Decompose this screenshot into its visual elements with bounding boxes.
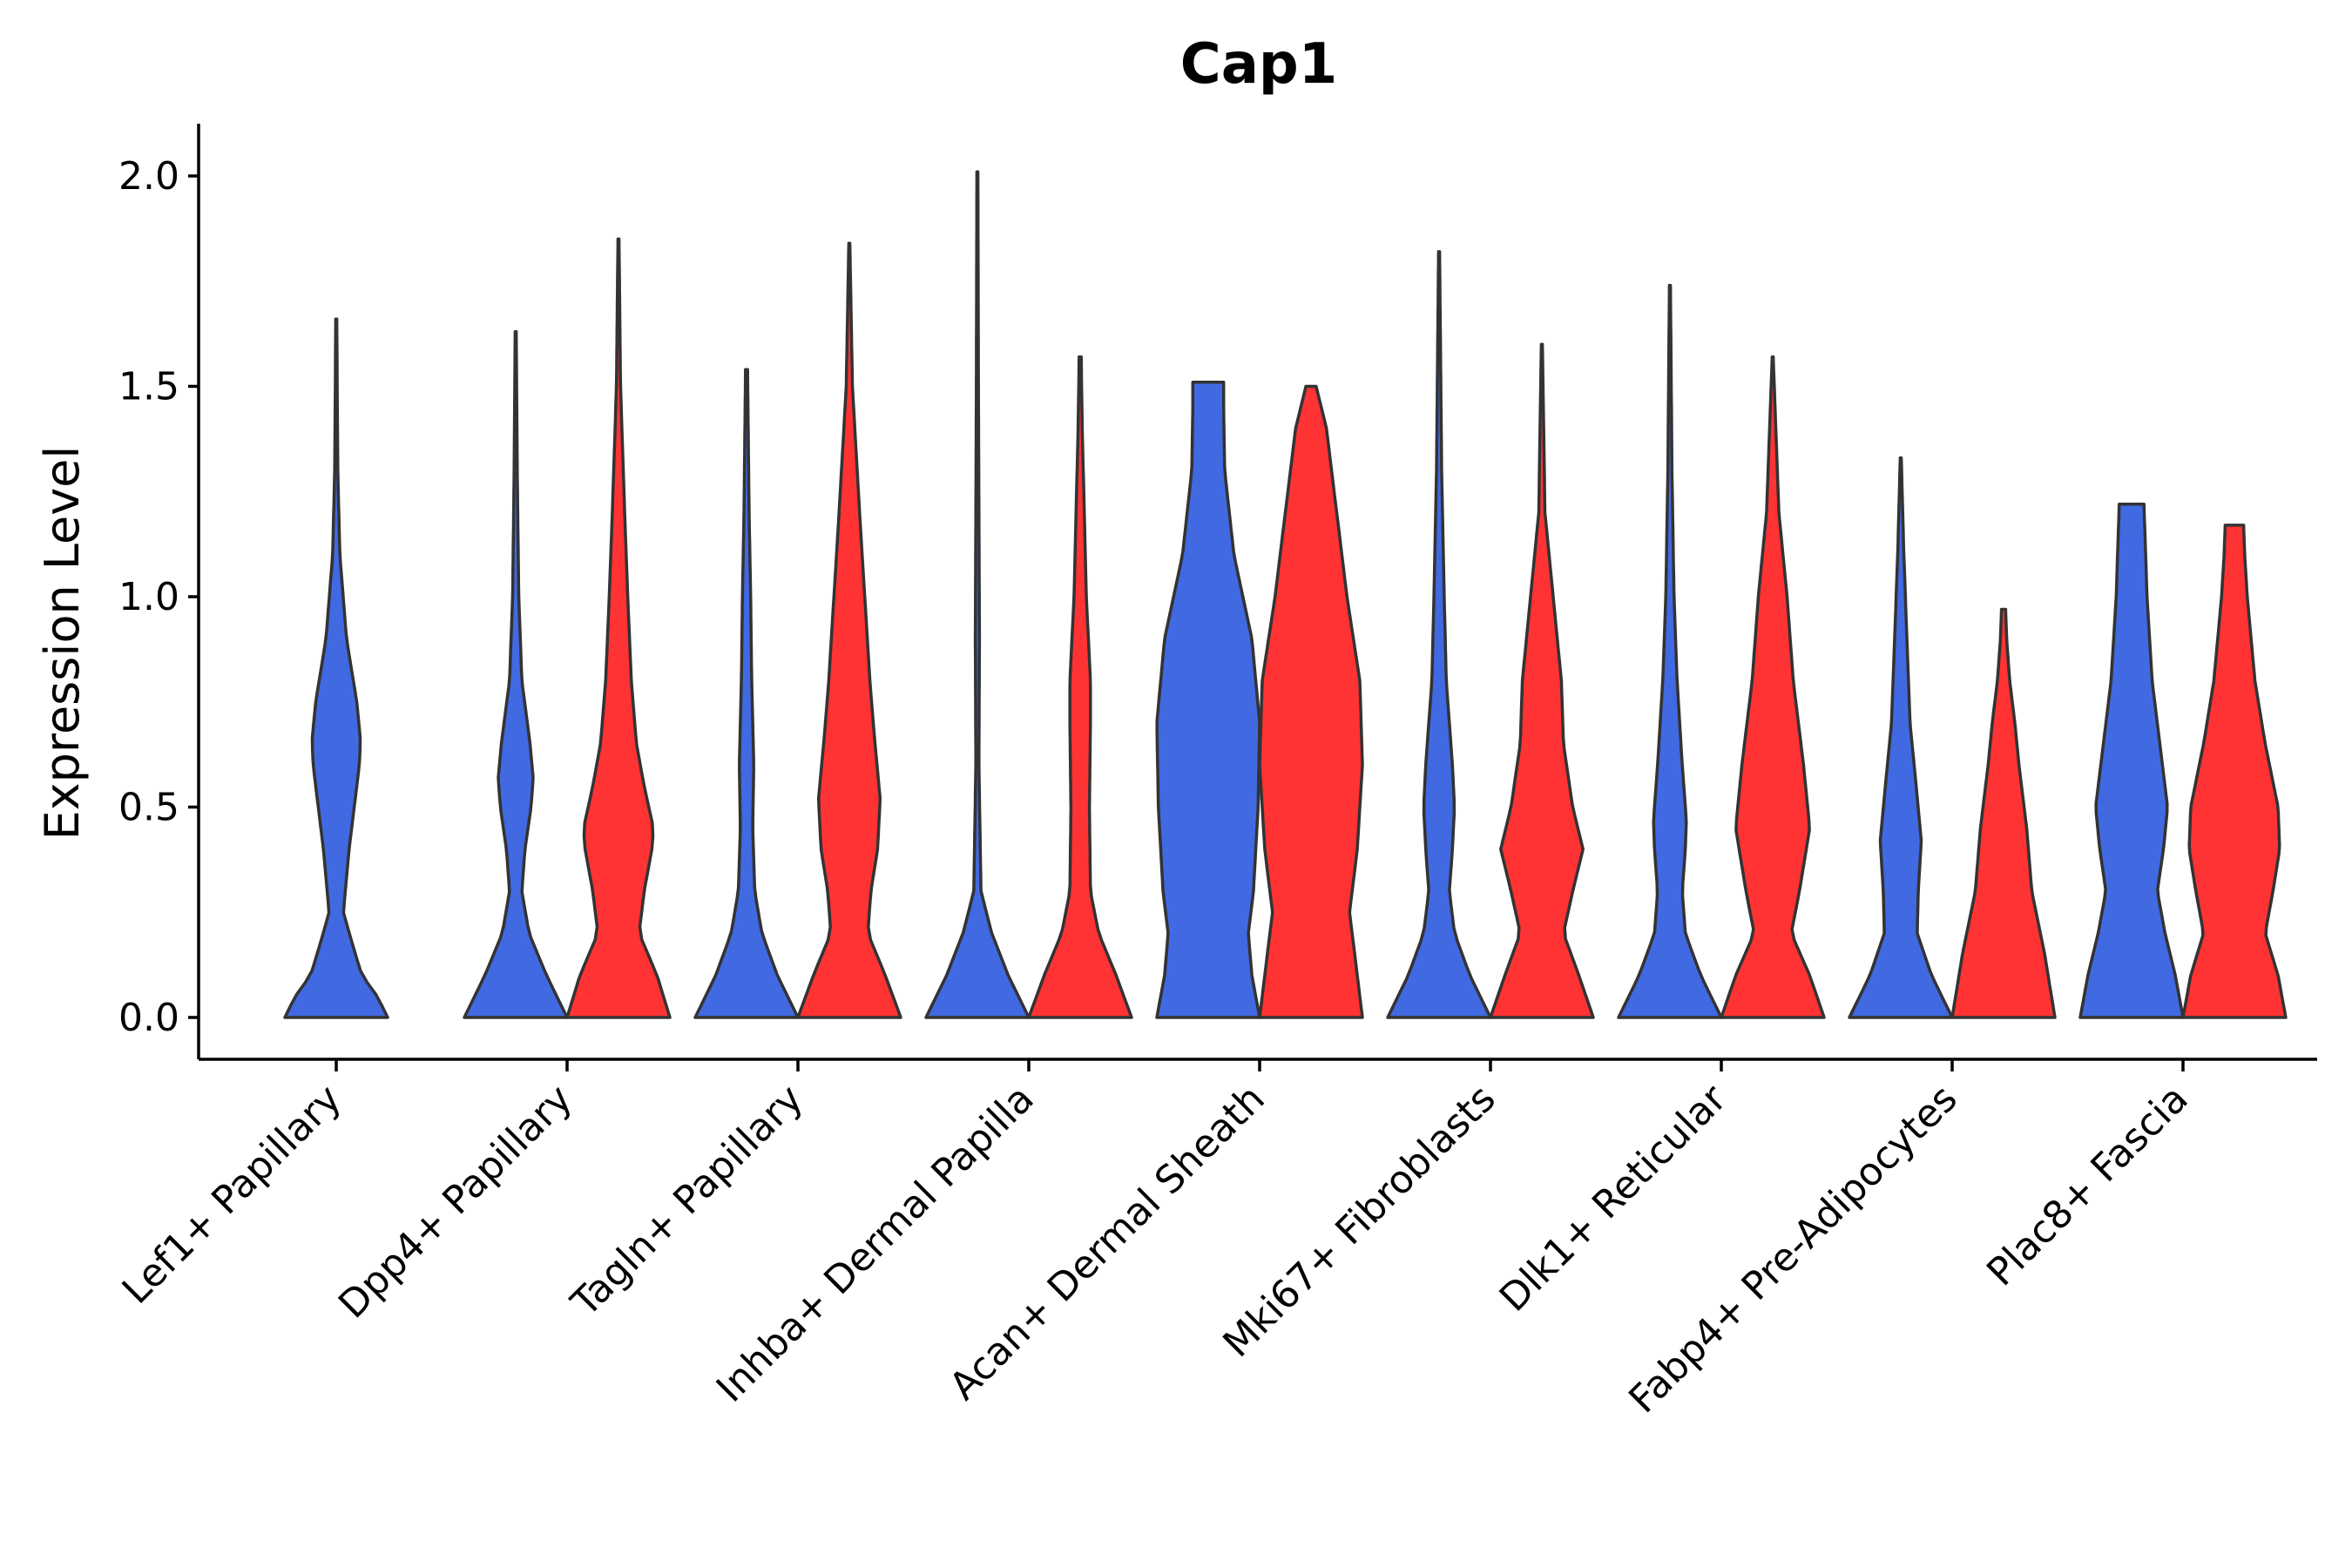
y-tick-label: 0.5 (118, 786, 179, 830)
violin-blue-9 (2078, 502, 2185, 1019)
violin-red-8 (1950, 607, 2057, 1019)
violin-blue-2 (463, 329, 569, 1019)
violin-blue-4 (924, 170, 1031, 1019)
violin-red-6 (1489, 342, 1595, 1019)
violin-red-2 (565, 237, 672, 1019)
x-tick-label: Lef1+ Papillary (114, 1077, 350, 1313)
y-axis-label: Expression Level (35, 446, 90, 841)
x-tick-label: Tagln+ Papillary (563, 1077, 812, 1326)
y-tick-label: 1.5 (118, 365, 179, 409)
violin-layer (283, 170, 2288, 1019)
x-tick-label: Dlk1+ Reticular (1491, 1076, 1736, 1321)
x-tick-label: Plac8+ Fascia (1978, 1077, 2197, 1295)
violin-blue-1 (283, 317, 389, 1019)
violin-red-7 (1720, 355, 1826, 1019)
chart-title: Cap1 (1180, 32, 1338, 97)
violin-blue-3 (693, 368, 800, 1019)
y-tick-label: 2.0 (118, 154, 179, 199)
violin-red-3 (796, 241, 902, 1019)
y-tick-label: 1.0 (118, 575, 179, 619)
x-tick-label: Dpp4+ Papillary (330, 1077, 581, 1328)
y-axis: 0.0 0.5 1.0 1.5 2.0 (118, 124, 200, 1059)
violin-red-4 (1027, 355, 1133, 1019)
violin-blue-7 (1617, 283, 1723, 1019)
violin-blue-5 (1155, 380, 1261, 1019)
violin-red-5 (1258, 384, 1364, 1019)
violin-blue-6 (1386, 250, 1492, 1019)
violin-red-9 (2181, 524, 2288, 1019)
violin-blue-8 (1848, 456, 1954, 1019)
y-tick-label: 0.0 (118, 996, 179, 1040)
